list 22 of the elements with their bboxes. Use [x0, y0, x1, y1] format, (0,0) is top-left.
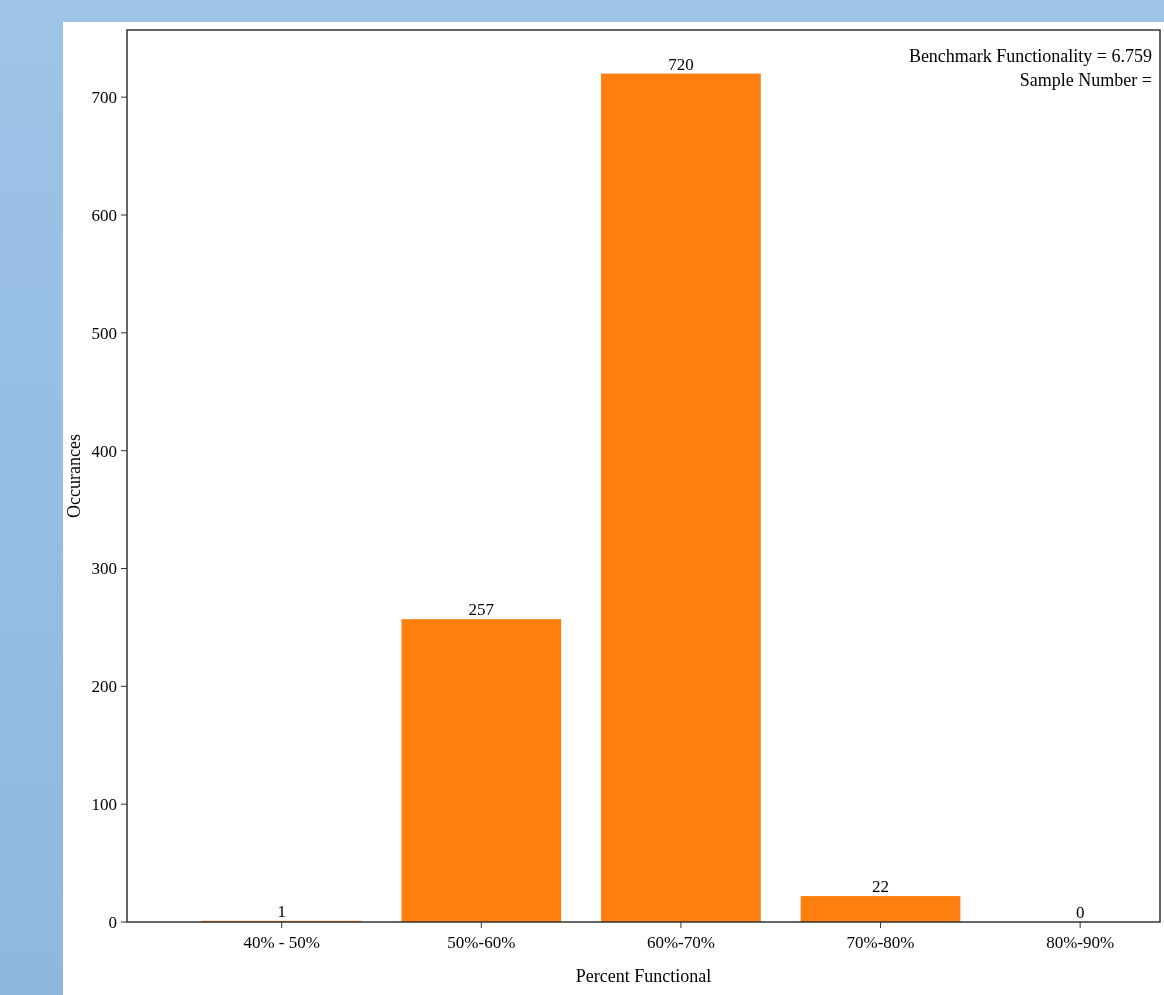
x-tick-label: 70%-80%	[846, 933, 915, 952]
annotation: Benchmark Functionality = 6.759	[908, 46, 1152, 66]
x-tick-label: 40% - 50%	[243, 933, 320, 952]
data-label: 22	[872, 877, 890, 897]
x-tick-label: 50%-60%	[447, 933, 516, 952]
y-axis-title: Occurances	[64, 434, 84, 518]
y-tick-label: 500	[91, 323, 117, 343]
y-tick-label: 600	[91, 205, 117, 225]
data-label: 257	[468, 600, 495, 620]
x-tick-label: 80%-90%	[1046, 933, 1115, 952]
y-tick-label: 300	[91, 559, 117, 579]
y-tick-label: 200	[91, 677, 117, 697]
data-label: 720	[668, 54, 694, 74]
x-axis-title: Percent Functional	[575, 966, 712, 986]
y-tick-label: 700	[91, 88, 117, 108]
data-label: 0	[1075, 903, 1085, 922]
y-tick-label: 400	[91, 441, 117, 461]
annotation: Sample Number =	[1019, 70, 1152, 90]
x-tick-label: 60%-70%	[646, 933, 715, 952]
data-label: 1	[277, 901, 286, 921]
y-tick-label: 0	[108, 912, 117, 932]
y-tick-label: 100	[91, 795, 117, 815]
